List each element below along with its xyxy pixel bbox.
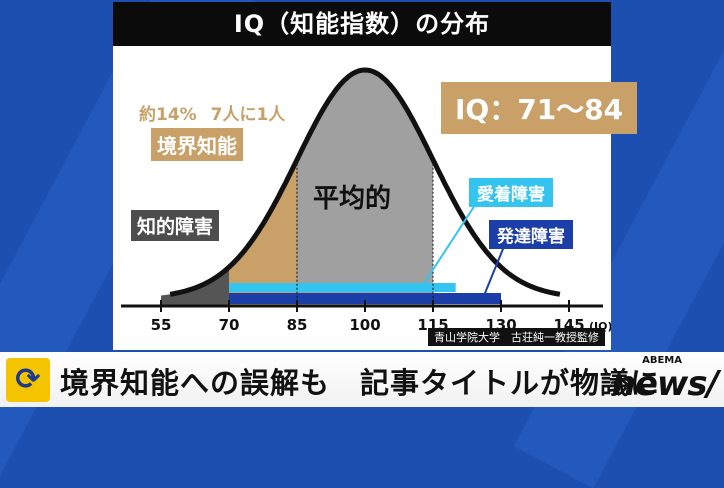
intellectual-disability-label: 知的障害 — [131, 210, 220, 241]
annotation-percent: 約14% — [139, 105, 197, 125]
attachment-pointer — [422, 201, 478, 286]
bar-0 — [229, 283, 456, 292]
news-ticker: ⟳ 境界知能への誤解も 記事タイトルが物議に ABEMA news/ — [0, 352, 724, 407]
bell-curve-line — [169, 67, 561, 297]
annotation-ratio: 7人に1人 — [210, 105, 286, 125]
annotation-text: 約14% 7人に1人 — [139, 100, 285, 125]
average-label: 平均的 — [313, 184, 392, 214]
chart-title: IQ（知能指数）の分布 — [113, 2, 611, 46]
distribution-chart: 55 70 85 100 115 130 145 (IQ) — [121, 67, 611, 334]
abema-news-logo: ABEMA news/ — [612, 352, 720, 407]
bars-layer — [229, 283, 501, 304]
tick-label: 55 — [151, 316, 172, 334]
tick-label: 70 — [219, 316, 240, 334]
region-2 — [297, 70, 433, 306]
tick-label: 85 — [287, 316, 308, 334]
refresh-arrows-icon: ⟳ — [6, 358, 50, 402]
credit-caption: 青山学院大学 古荘純一教授監修 — [428, 328, 605, 346]
attachment-disorder-label: 愛着障害 — [469, 178, 553, 207]
developmental-disorder-label: 発達障害 — [489, 220, 573, 249]
region-0 — [161, 267, 229, 306]
developmental-pointer — [482, 243, 506, 299]
range-box: IQ：71～84 — [441, 82, 638, 134]
chart-board: IQ（知能指数）の分布 55 70 85 100 115 130 145 (IQ) 約14% … — [113, 2, 638, 350]
logo-brand: ABEMA — [642, 355, 682, 366]
borderline-label: 境界知能 — [151, 128, 243, 161]
bar-1 — [229, 293, 501, 304]
ticker-headline: 境界知能への誤解も 記事タイトルが物議に — [60, 366, 661, 400]
logo-word: news/ — [611, 364, 719, 404]
tick-label: 100 — [349, 316, 380, 334]
